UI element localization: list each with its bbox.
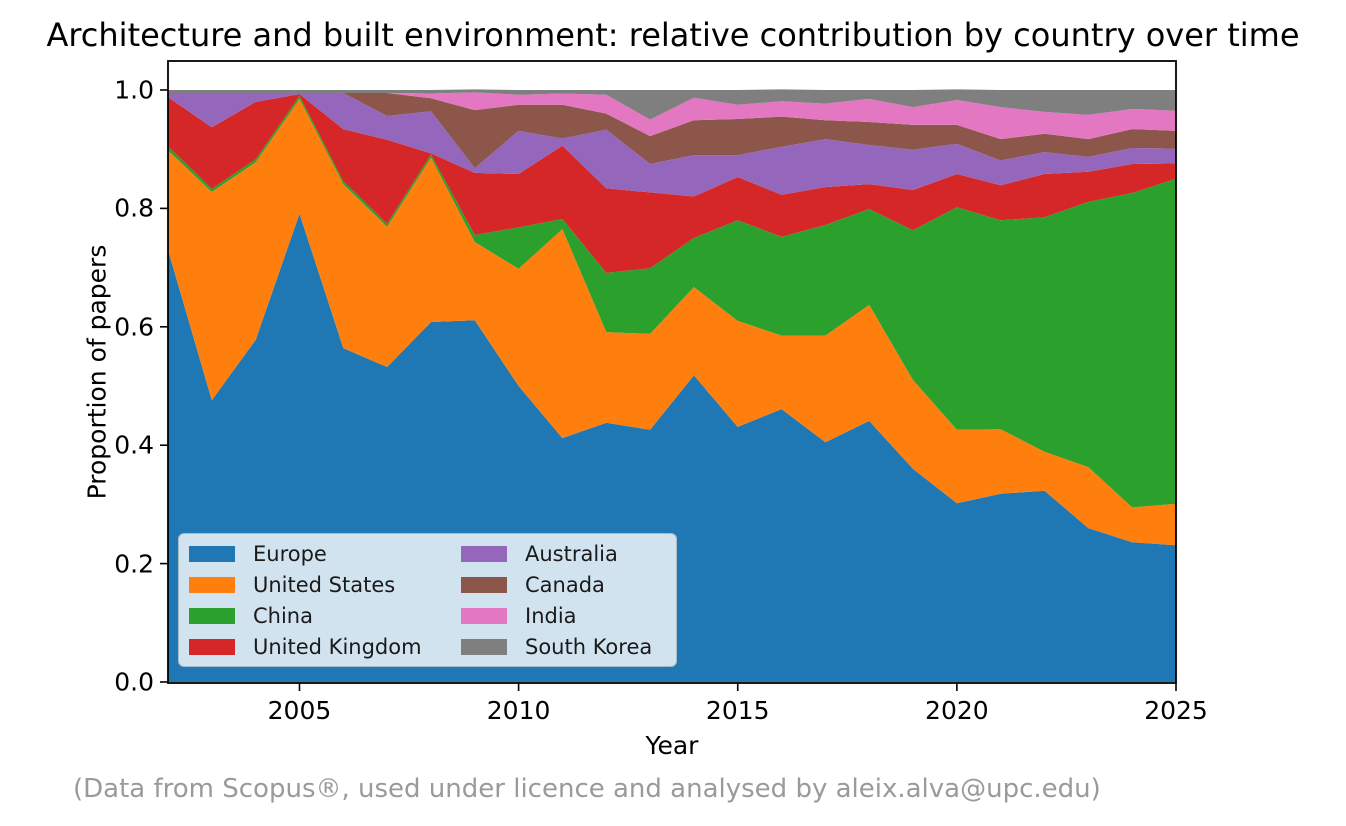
x-tick-label: 2015 xyxy=(705,696,770,725)
y-axis-label: Proportion of papers xyxy=(82,244,112,500)
legend-swatch-europe xyxy=(189,545,235,562)
legend-label-india: India xyxy=(525,603,577,628)
x-tick-label: 2020 xyxy=(925,696,989,725)
legend-item-china: China xyxy=(189,603,313,628)
y-tick-label: 1.0 xyxy=(114,75,154,105)
legend-swatch-canada xyxy=(461,576,507,593)
y-tick-label: 0.8 xyxy=(114,193,154,223)
legend-item-united-kingdom: United Kingdom xyxy=(189,634,422,659)
x-tick-label: 2025 xyxy=(1144,696,1208,725)
legend-label-united-kingdom: United Kingdom xyxy=(253,634,422,659)
legend-label-canada: Canada xyxy=(525,572,605,597)
legend-swatch-united-states xyxy=(189,576,235,593)
legend-swatch-australia xyxy=(461,545,507,562)
area-south-korea xyxy=(168,89,1176,120)
legend-item-south-korea: South Korea xyxy=(461,634,652,659)
legend-item-europe: Europe xyxy=(189,541,327,566)
area-united-states xyxy=(168,98,1176,546)
legend-swatch-india xyxy=(461,607,507,624)
axes-spines xyxy=(167,60,1177,684)
legend-swatch-china xyxy=(189,607,235,624)
legend-item-canada: Canada xyxy=(461,572,605,597)
area-china xyxy=(168,95,1176,508)
y-tick-label: 0.0 xyxy=(114,667,154,697)
x-axis-label: Year xyxy=(645,731,699,760)
area-canada xyxy=(168,92,1176,169)
area-united-kingdom xyxy=(168,94,1176,273)
legend-item-united-states: United States xyxy=(189,572,395,597)
chart-title: Architecture and built environment: rela… xyxy=(46,16,1300,54)
y-tick-label: 0.4 xyxy=(114,430,154,460)
y-tick-label: 0.2 xyxy=(114,549,154,579)
footer-note: (Data from Scopus®, used under licence a… xyxy=(73,774,1101,804)
x-tick-label: 2010 xyxy=(486,696,551,725)
x-tick-label: 2005 xyxy=(267,696,332,725)
y-tick-label: 0.6 xyxy=(114,312,154,342)
legend-item-india: India xyxy=(461,603,577,628)
legend-swatch-united-kingdom xyxy=(189,638,235,655)
legend-label-australia: Australia xyxy=(525,541,618,566)
legend-item-australia: Australia xyxy=(461,541,618,566)
area-india xyxy=(168,92,1176,140)
legend-swatch-south-korea xyxy=(461,638,507,655)
legend-label-united-states: United States xyxy=(253,572,396,597)
legend-label-europe: Europe xyxy=(253,541,327,566)
legend-label-china: China xyxy=(253,603,313,628)
legend: Europe United States China United Kingdom Au… xyxy=(178,533,677,667)
legend-label-south-korea: South Korea xyxy=(525,634,653,659)
area-australia xyxy=(168,92,1176,197)
